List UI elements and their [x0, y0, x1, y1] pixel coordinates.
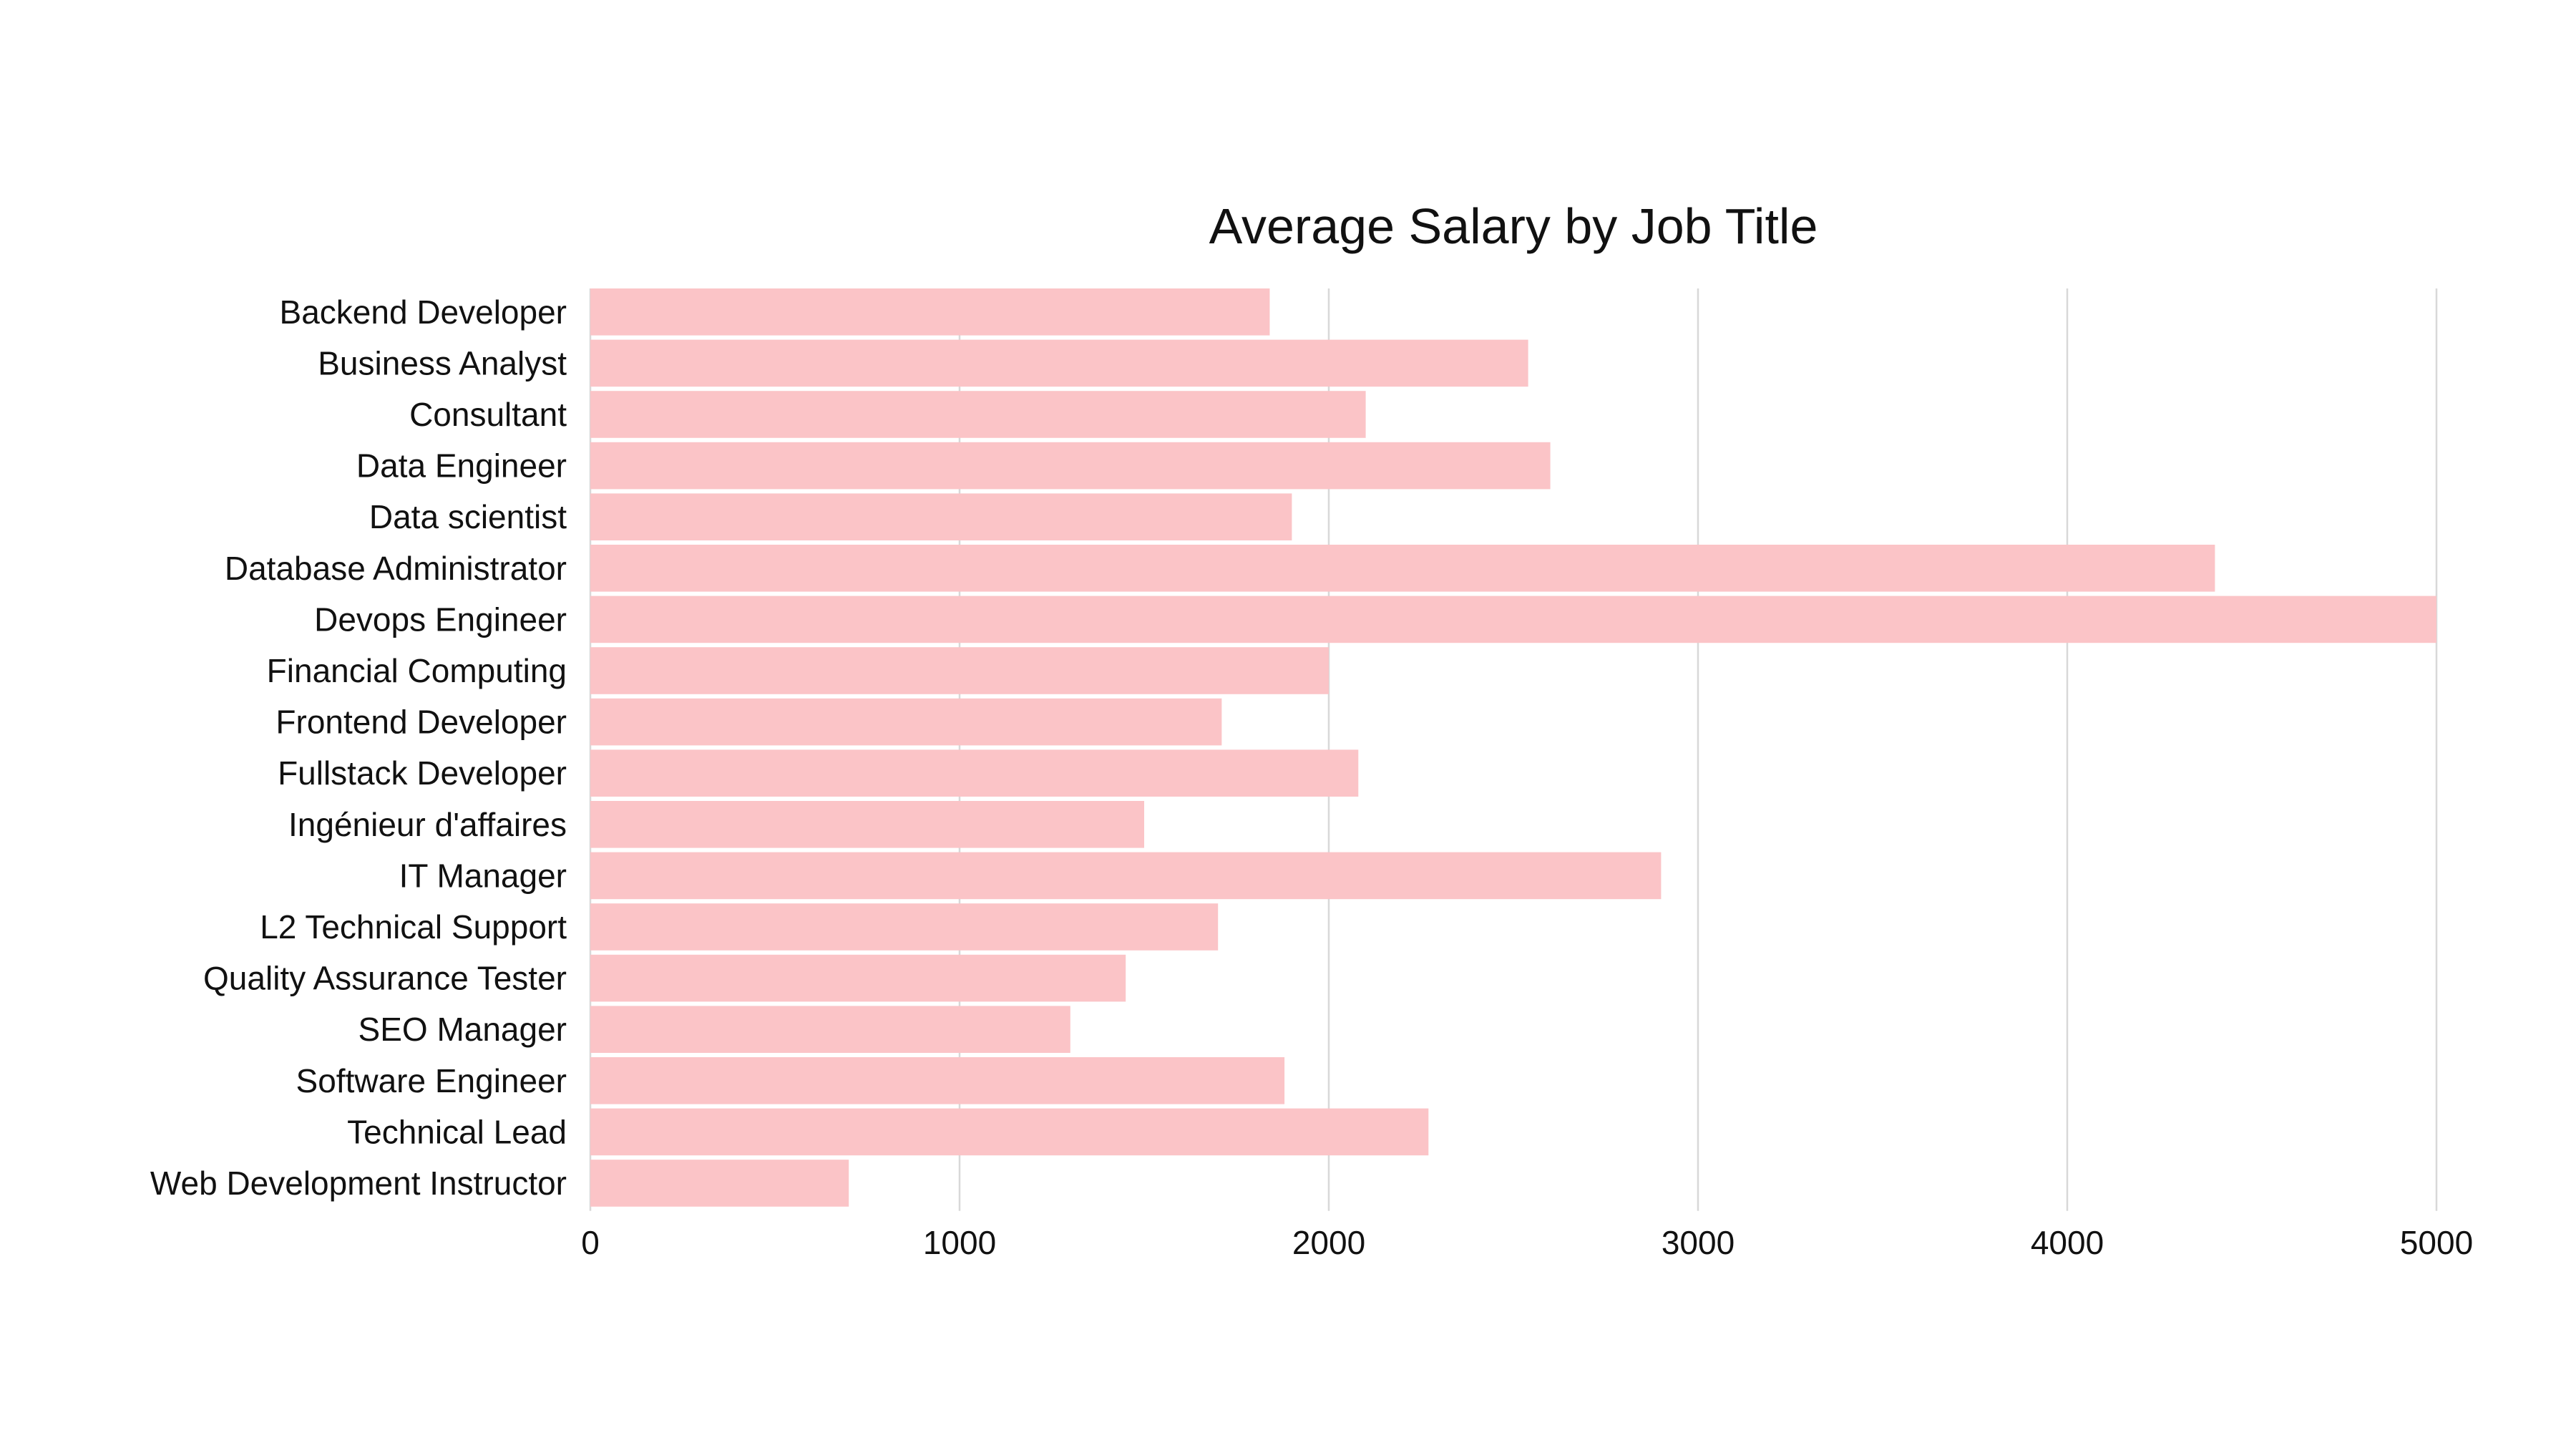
bar-l2-technical-support — [590, 903, 1219, 951]
category-label: Consultant — [409, 396, 567, 433]
category-label: Technical Lead — [347, 1113, 567, 1150]
bar-business-analyst — [590, 339, 1528, 387]
x-tick-label-3000: 3000 — [1662, 1224, 1735, 1261]
bar-data-scientist — [590, 493, 1292, 540]
category-label: Ingénieur d'affaires — [288, 806, 567, 843]
bar-it-manager — [590, 852, 1662, 900]
x-tick-label-1000: 1000 — [923, 1224, 996, 1261]
bar-quality-assurance-tester — [590, 954, 1126, 1002]
bar-data-engineer — [590, 442, 1551, 490]
category-label: Data Engineer — [356, 447, 567, 485]
category-label: Devops Engineer — [314, 601, 567, 638]
bar-technical-lead — [590, 1108, 1429, 1156]
x-tick-label-4000: 4000 — [2031, 1224, 2104, 1261]
category-label: Business Analyst — [318, 344, 567, 382]
x-axis-tick-labels: 0 1000 2000 3000 4000 5000 — [581, 1224, 2473, 1261]
bar-devops-engineer — [590, 596, 2436, 643]
chart-title: Average Salary by Job Title — [1209, 198, 1818, 254]
x-tick-label-0: 0 — [581, 1224, 600, 1261]
bar-web-development-instructor — [590, 1160, 849, 1207]
x-tick-label-5000: 5000 — [2400, 1224, 2473, 1261]
bar-backend-developer — [590, 288, 1270, 336]
category-label: Quality Assurance Tester — [203, 960, 567, 997]
category-labels: Backend Developer Business Analyst Consult… — [150, 293, 567, 1202]
bar-consultant — [590, 391, 1366, 438]
category-label: Database Administrator — [225, 550, 567, 587]
bar-financial-computing — [590, 647, 1329, 694]
category-label: Web Development Instructor — [150, 1165, 567, 1202]
category-label: SEO Manager — [358, 1011, 567, 1048]
x-tick-label-2000: 2000 — [1292, 1224, 1365, 1261]
bar-software-engineer — [590, 1057, 1285, 1104]
category-label: Software Engineer — [296, 1062, 567, 1099]
category-label: Data scientist — [369, 498, 567, 535]
bar-ing-nieur-d-affaires — [590, 801, 1144, 848]
category-label: Fullstack Developer — [278, 754, 567, 792]
bar-fullstack-developer — [590, 749, 1359, 797]
category-label: Financial Computing — [267, 652, 567, 689]
category-label: Frontend Developer — [275, 704, 567, 741]
bar-database-administrator — [590, 545, 2215, 592]
bar-seo-manager — [590, 1006, 1070, 1053]
bar-frontend-developer — [590, 698, 1222, 746]
category-label: Backend Developer — [280, 293, 567, 331]
category-label: IT Manager — [399, 857, 567, 894]
category-label: L2 Technical Support — [260, 908, 567, 946]
bars — [590, 288, 2436, 1207]
